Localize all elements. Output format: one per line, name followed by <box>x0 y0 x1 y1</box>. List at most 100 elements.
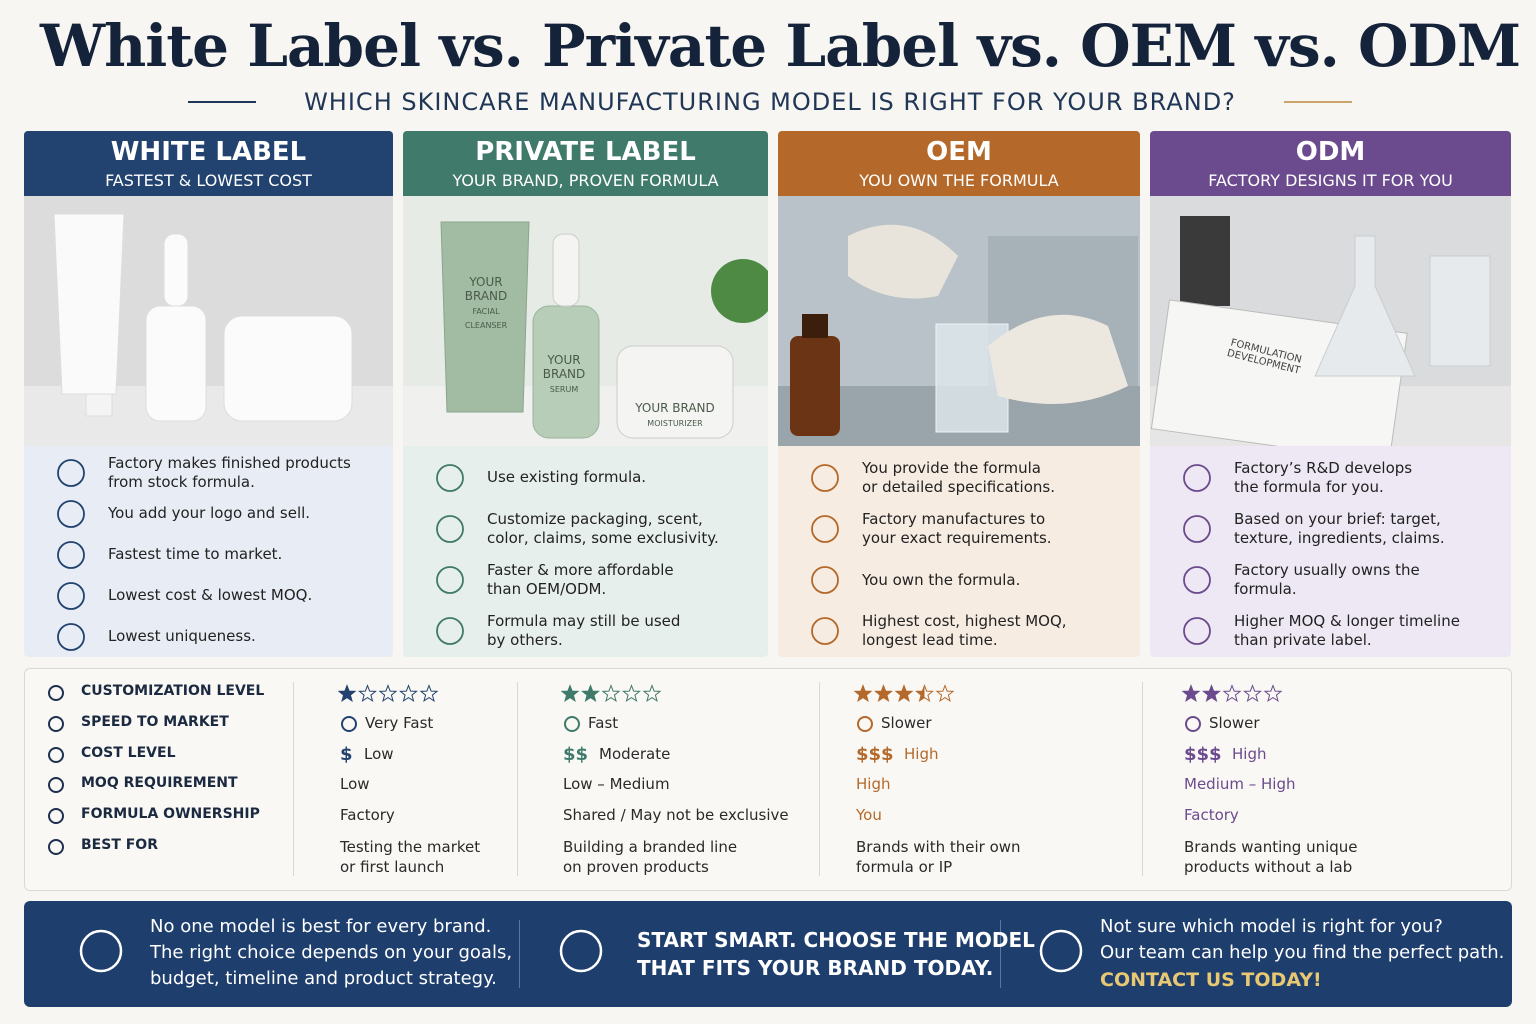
point-icon <box>436 463 464 492</box>
cost: Moderate <box>599 745 671 763</box>
icon <box>811 463 839 492</box>
leaf <box>711 259 768 323</box>
footer-text: Not sure which model is right for you? <box>1100 916 1443 937</box>
row-icon <box>48 685 64 701</box>
row-label: COST LEVEL <box>81 745 176 761</box>
tube <box>53 213 125 395</box>
icon <box>57 622 85 651</box>
icon <box>48 839 64 855</box>
best-for: Building a branded line <box>563 838 738 856</box>
point-text: than OEM/ODM. <box>487 580 607 599</box>
card-tagline: FASTEST & LOWEST COST <box>105 171 312 190</box>
point-icon <box>57 622 85 651</box>
row-icon <box>48 716 64 732</box>
star <box>338 685 356 701</box>
product-label: YOUR BRAND <box>634 401 715 415</box>
point-text: Factory makes finished products <box>108 453 351 472</box>
point-icon <box>1183 514 1211 543</box>
icon <box>436 617 464 646</box>
point-icon <box>57 499 85 528</box>
star <box>875 685 892 701</box>
point-text: Based on your brief: target, <box>1234 509 1441 528</box>
rating <box>1182 684 1283 703</box>
point-icon <box>811 617 839 646</box>
best-for: Testing the market <box>340 838 481 856</box>
table-box <box>24 668 1512 891</box>
speed: Very Fast <box>365 714 434 732</box>
flask <box>1314 235 1416 377</box>
card-title: PRIVATE LABEL <box>475 137 696 167</box>
icon <box>1039 929 1083 973</box>
point-text: Use existing formula. <box>487 468 647 487</box>
rule <box>1284 101 1352 103</box>
icon <box>857 716 873 732</box>
cta: CONTACT US TODAY! <box>1100 969 1322 991</box>
row-label: CUSTOMIZATION LEVEL <box>81 683 265 699</box>
point-text: You provide the formula <box>862 458 1041 477</box>
best-for: Brands with their own <box>856 838 1021 856</box>
rating <box>561 684 662 703</box>
product-image <box>778 196 1140 446</box>
star-outline <box>378 684 398 703</box>
speed: Slower <box>1209 714 1260 732</box>
glove <box>988 314 1128 404</box>
product-label: BRAND <box>543 367 586 381</box>
row-label: SPEED TO MARKET <box>81 714 229 730</box>
star-outline <box>1222 684 1242 703</box>
point-icon <box>1183 566 1211 595</box>
ownership: Factory <box>1184 806 1239 824</box>
card-tagline: FACTORY DESIGNS IT FOR YOU <box>1208 171 1453 190</box>
dropper <box>163 233 189 307</box>
point-text: the formula for you. <box>1234 477 1384 496</box>
icon <box>57 458 85 487</box>
star <box>854 685 872 701</box>
icon <box>811 566 839 595</box>
row-icon <box>48 747 64 763</box>
moq: High <box>856 775 891 793</box>
point-text: Lowest uniqueness. <box>108 627 256 645</box>
star <box>561 685 579 701</box>
card-title: ODM <box>1295 137 1366 167</box>
speed-icon <box>341 716 357 732</box>
point-text: Formula may still be used <box>487 612 681 631</box>
ownership: Shared / May not be exclusive <box>563 806 789 824</box>
point-text: Highest cost, highest MOQ, <box>862 612 1067 631</box>
point-icon <box>811 514 839 543</box>
card-title: OEM <box>926 137 992 167</box>
point-icon <box>57 540 85 569</box>
bottle <box>145 305 207 422</box>
microscope <box>1180 216 1230 306</box>
icon <box>436 463 464 492</box>
product-image: YOURBRANDFACIALCLEANSERYOURBRANDSERUMYOU… <box>403 196 768 446</box>
point-text: Higher MOQ & longer timeline <box>1234 612 1460 631</box>
product-image <box>24 196 393 446</box>
star <box>582 685 599 701</box>
icon <box>48 808 64 824</box>
bottle-neck <box>802 314 828 338</box>
point-text: Factory manufactures to <box>862 509 1046 528</box>
point-icon <box>436 617 464 646</box>
icon <box>1183 514 1211 543</box>
product-label: BRAND <box>465 289 508 303</box>
title: White Label vs. Private Label vs. OEM vs… <box>39 12 1521 80</box>
point-text: longest lead time. <box>862 631 998 650</box>
speed: Fast <box>588 714 619 732</box>
icon <box>48 777 64 793</box>
cost-symbol: $ <box>340 744 353 765</box>
point-text: by others. <box>487 631 563 650</box>
speed-icon <box>1185 716 1201 732</box>
point-icon <box>811 566 839 595</box>
cap <box>85 393 113 417</box>
icon <box>341 716 357 732</box>
icon <box>1183 617 1211 646</box>
icon <box>57 499 85 528</box>
icon <box>57 540 85 569</box>
best-for: formula or IP <box>856 858 953 876</box>
point-icon <box>57 458 85 487</box>
point-text: from stock formula. <box>108 472 255 491</box>
footer-box <box>24 901 1512 1007</box>
point-text: Lowest cost & lowest MOQ. <box>108 586 313 604</box>
point-text: color, claims, some exclusivity. <box>487 528 719 547</box>
